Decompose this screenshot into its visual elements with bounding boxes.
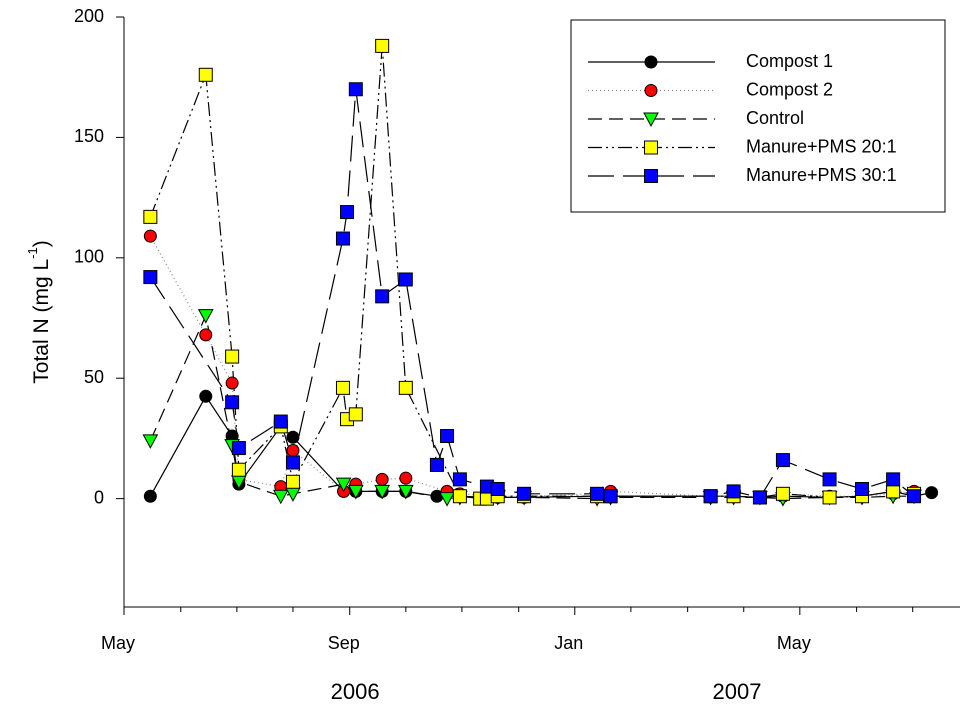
y-label-sup: -1 — [25, 247, 40, 259]
marker — [925, 486, 939, 500]
series-line — [149, 235, 915, 499]
marker — [142, 434, 159, 449]
marker — [855, 482, 870, 496]
marker — [231, 462, 246, 477]
marker — [590, 486, 605, 501]
marker — [285, 455, 300, 470]
plot-area — [142, 38, 939, 507]
marker — [822, 490, 837, 505]
marker — [399, 471, 413, 485]
marker — [822, 472, 837, 487]
marker — [286, 430, 300, 444]
y-label-text: Total N (mg L — [30, 259, 53, 384]
marker — [143, 270, 158, 285]
marker — [143, 489, 157, 503]
marker — [603, 489, 618, 504]
marker — [375, 289, 390, 304]
marker — [752, 490, 767, 505]
marker — [644, 169, 658, 183]
legend-label: Compost 1 — [746, 51, 833, 71]
marker — [374, 484, 391, 500]
y-tick-label: 0 — [94, 487, 104, 507]
marker — [143, 209, 158, 224]
marker — [517, 486, 532, 501]
marker — [429, 457, 444, 472]
marker — [703, 489, 718, 504]
series-line — [149, 313, 914, 500]
legend-label: Control — [746, 108, 804, 128]
marker — [143, 229, 157, 243]
marker — [375, 38, 390, 53]
marker — [285, 474, 300, 489]
year-label: 2007 — [713, 679, 762, 704]
marker — [199, 389, 213, 403]
marker — [340, 205, 355, 220]
marker — [452, 472, 467, 487]
marker — [644, 140, 658, 155]
y-tick-label: 200 — [74, 6, 104, 26]
marker — [452, 489, 467, 504]
marker — [335, 231, 350, 246]
marker — [439, 492, 455, 507]
legend: Compost 1 Compost 2 Control Manure+PMS 20:1… — [588, 51, 897, 185]
marker — [398, 380, 413, 395]
marker — [272, 489, 289, 505]
marker — [335, 380, 350, 395]
marker — [775, 453, 790, 468]
x-tick-label: Sep — [328, 633, 360, 653]
marker — [348, 407, 363, 422]
legend-label: Manure+PMS 20:1 — [746, 136, 897, 156]
marker — [335, 477, 352, 493]
marker — [644, 84, 658, 97]
year-label: 2006 — [331, 679, 380, 704]
marker — [231, 441, 246, 456]
marker — [286, 443, 300, 457]
y-tick-label: 100 — [74, 247, 104, 267]
marker — [225, 395, 240, 410]
x-tick-label: May — [777, 633, 811, 653]
marker — [398, 272, 413, 287]
marker — [225, 376, 239, 390]
series-line — [149, 45, 915, 500]
marker — [886, 484, 901, 499]
legend-label: Compost 2 — [746, 79, 833, 99]
marker — [907, 489, 922, 504]
marker — [726, 484, 741, 499]
legend-label: Manure+PMS 30:1 — [746, 165, 897, 185]
marker — [197, 309, 214, 324]
marker — [775, 486, 790, 501]
marker — [375, 472, 389, 486]
marker — [490, 482, 505, 496]
marker — [397, 484, 414, 500]
marker — [644, 55, 658, 69]
x-tick-label: Jan — [554, 633, 583, 653]
marker — [886, 472, 901, 487]
marker — [273, 414, 288, 429]
y-tick-label: 50 — [84, 367, 104, 387]
y-tick-label: 150 — [74, 126, 104, 146]
y-axis-label: Total N (mg L-1) — [25, 240, 52, 383]
marker — [225, 349, 240, 364]
marker — [198, 67, 213, 82]
marker — [348, 82, 363, 97]
series-line — [149, 395, 932, 499]
marker — [440, 429, 455, 444]
legend-box — [570, 19, 946, 213]
y-label-end: ) — [30, 240, 53, 247]
x-tick-label: May — [101, 633, 135, 653]
marker — [643, 112, 659, 128]
marker — [199, 328, 213, 342]
marker — [347, 484, 364, 500]
